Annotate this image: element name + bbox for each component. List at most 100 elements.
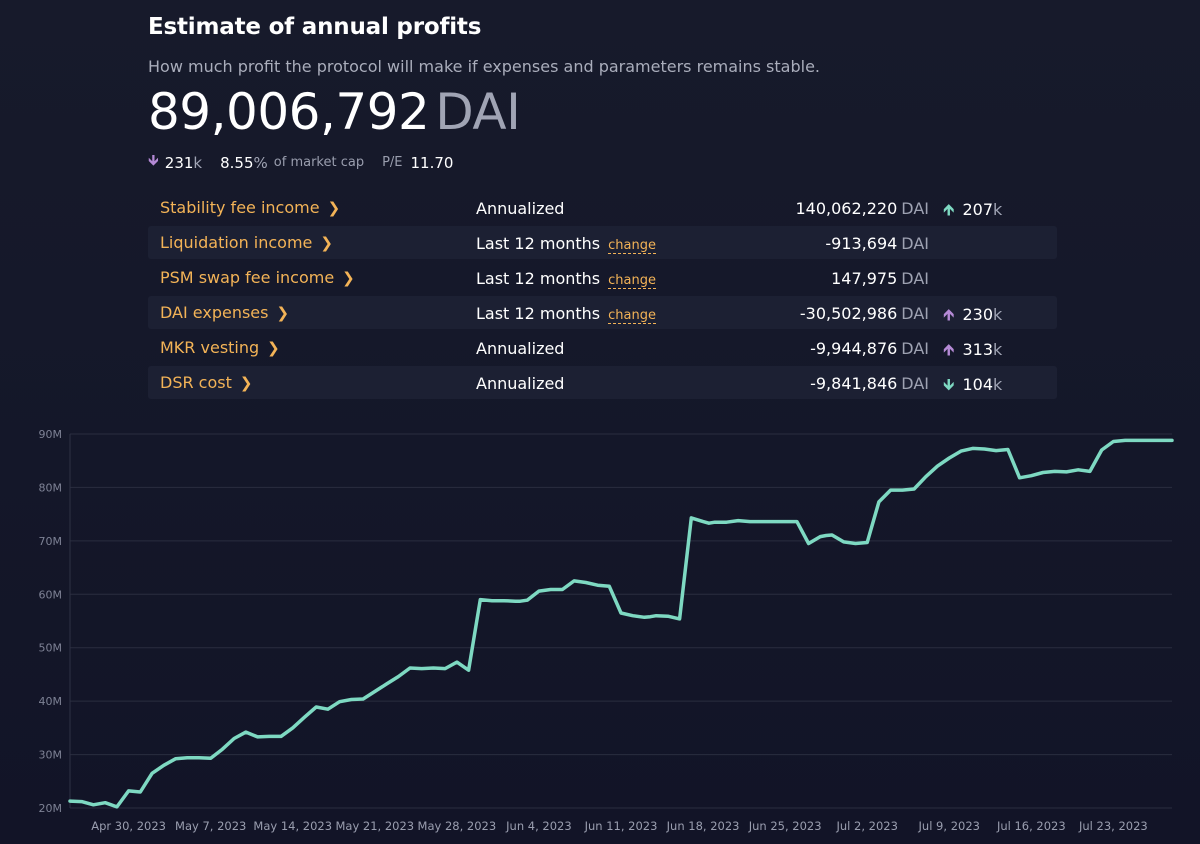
row-period: Last 12 months change [476,269,656,289]
delta-suffix: k [193,153,203,172]
x-tick-label: Apr 30, 2023 [91,819,166,833]
x-tick-label: Jun 4, 2023 [505,819,572,833]
x-tick-label: May 21, 2023 [335,819,414,833]
period-label: Annualized [476,199,565,218]
y-tick-label: 60M [39,588,63,601]
row-value: 147,975 DAI [831,269,929,288]
x-tick-label: May 28, 2023 [418,819,497,833]
delta-amount: 104 [962,375,994,394]
link-liquidation-income[interactable]: Liquidation income ❯ [160,233,333,252]
value-amount: -9,944,876 [810,339,898,358]
page-subtitle: How much profit the protocol will make i… [148,57,820,76]
value-amount: -30,502,986 [799,304,898,323]
market-cap-label: of market cap [273,155,365,170]
profit-breakdown-table: Stability fee income ❯ Annualized 140,062,2… [148,191,1057,401]
profit-series-line [68,438,1174,809]
y-tick-label: 20M [39,802,63,815]
delta-suffix: k [993,340,1003,359]
total-profit-unit: DAI [435,83,521,141]
link-psm-swap-fee-income[interactable]: PSM swap fee income ❯ [160,268,355,287]
row-value: -9,841,846 DAI [810,374,929,393]
chevron-right-icon: ❯ [239,374,253,392]
link-mkr-vesting[interactable]: MKR vesting ❯ [160,338,280,357]
profit-chart: 20M 30M 40M 50M 60M 70M 80M 90M Apr 30, 2023 May … [0,408,1200,844]
link-dai-expenses[interactable]: DAI expenses ❯ [160,303,289,322]
summary-header: Estimate of annual profits How much prof… [148,10,1068,175]
value-unit: DAI [901,374,929,393]
summary-stats: 🡻 231 k 8.55% of market cap P/E 11.70 [148,150,1068,175]
value-amount: -913,694 [825,234,898,253]
value-unit: DAI [901,199,929,218]
change-period-link[interactable]: change [608,273,656,289]
row-stability-fee-income: Stability fee income ❯ Annualized 140,062,2… [148,191,1057,224]
pe-label: P/E [382,155,403,170]
x-tick-label: Jul 23, 2023 [1078,819,1148,833]
delta-value: 231 [164,153,194,172]
row-period: Annualized [476,199,564,218]
x-tick-label: Jul 16, 2023 [996,819,1066,833]
delta-suffix: k [993,200,1003,219]
period-label: Annualized [476,374,565,393]
y-tick-label: 50M [39,642,63,655]
total-profit: 89,006,792 DAI [148,82,1068,142]
row-delta: 🡹 313k [943,339,1002,366]
arrow-up-icon: 🡹 [943,200,955,219]
row-name: DSR cost [160,373,232,392]
row-mkr-vesting: MKR vesting ❯ Annualized -9,944,876 DAI 🡹 313k [148,331,1057,364]
chevron-right-icon: ❯ [276,304,290,322]
delta-amount: 207 [962,200,994,219]
y-tick-label: 40M [39,695,63,708]
y-tick-label: 30M [39,749,63,762]
value-unit: DAI [901,339,929,358]
chevron-right-icon: ❯ [342,269,355,287]
x-tick-label: Jun 11, 2023 [584,819,658,833]
row-period: Last 12 months change [476,304,656,324]
value-amount: -9,841,846 [810,374,898,393]
row-name: PSM swap fee income [160,268,335,287]
delta-suffix: k [993,375,1003,394]
row-name: Stability fee income [160,198,320,217]
chevron-right-icon: ❯ [320,234,333,252]
x-tick-label: May 7, 2023 [175,819,246,833]
row-dsr-cost: DSR cost ❯ Annualized -9,841,846 DAI 🡻 104k [148,366,1057,399]
row-psm-swap-fee-income: PSM swap fee income ❯ Last 12 months change… [148,261,1057,294]
period-label: Last 12 months [476,234,601,253]
pe-value: 11.70 [410,153,454,172]
x-tick-label: May 14, 2023 [253,819,332,833]
delta-amount: 230 [962,305,994,324]
value-unit: DAI [901,269,929,288]
link-dsr-cost[interactable]: DSR cost ❯ [160,373,252,392]
profit-line-chart: 20M 30M 40M 50M 60M 70M 80M 90M Apr 30, 2023 May … [39,428,1174,833]
arrow-up-icon: 🡹 [943,305,955,324]
row-name: MKR vesting [160,338,260,357]
arrow-up-icon: 🡹 [943,340,955,359]
market-cap-pct: 8.55 [220,153,254,172]
change-period-link[interactable]: change [608,308,656,324]
row-value: 140,062,220 DAI [796,199,930,218]
row-delta: 🡻 104k [943,374,1002,401]
market-cap-pct-suffix: % [253,153,268,172]
row-delta: 🡹 230k [943,304,1002,331]
row-delta: 🡹 207k [943,199,1002,226]
link-stability-fee-income[interactable]: Stability fee income ❯ [160,198,340,217]
x-tick-label: Jul 9, 2023 [918,819,980,833]
chevron-right-icon: ❯ [327,199,341,217]
row-value: -9,944,876 DAI [810,339,929,358]
chevron-right-icon: ❯ [267,339,280,357]
value-unit: DAI [901,234,929,253]
period-label: Last 12 months [476,304,601,323]
value-amount: 147,975 [831,269,898,288]
period-label: Last 12 months [476,269,601,288]
period-label: Annualized [476,339,565,358]
x-tick-label: Jun 25, 2023 [748,819,822,833]
row-period: Last 12 months change [476,234,656,254]
row-liquidation-income: Liquidation income ❯ Last 12 months change -… [148,226,1057,259]
value-amount: 140,062,220 [795,199,898,218]
x-tick-label: Jun 18, 2023 [666,819,740,833]
row-period: Annualized [476,339,564,358]
row-value: -913,694 DAI [825,234,929,253]
total-profit-value: 89,006,792 [148,83,430,141]
row-value: -30,502,986 DAI [800,304,929,323]
change-period-link[interactable]: change [608,238,656,254]
page-title: Estimate of annual profits [148,14,482,40]
